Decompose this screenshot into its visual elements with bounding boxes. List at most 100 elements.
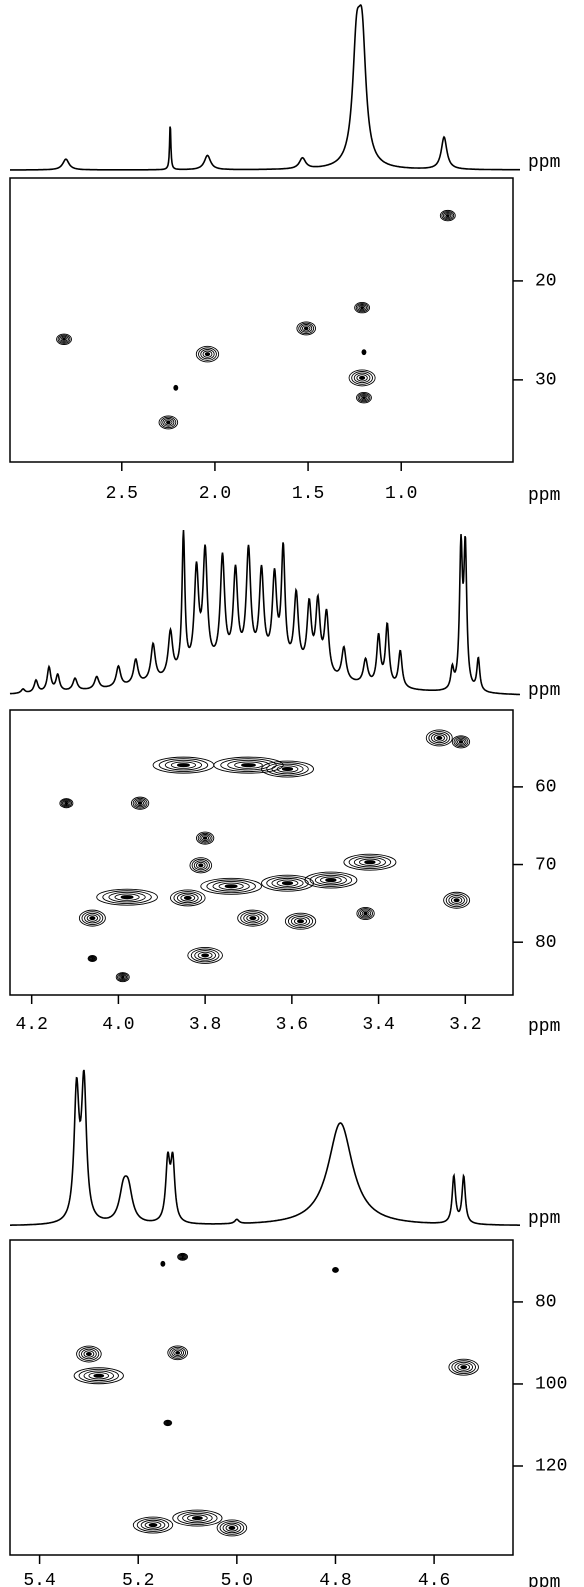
contour-ring	[353, 372, 371, 384]
contour-ring	[88, 1372, 110, 1380]
y-tick-label: 30	[535, 371, 557, 391]
contour-ring	[197, 832, 213, 844]
cross-peak	[213, 756, 284, 774]
x-tick-label: 3.4	[362, 1015, 394, 1035]
contour-ring	[359, 909, 372, 918]
contour-ring	[187, 1514, 208, 1522]
contour-ring	[436, 735, 443, 741]
contour-ring	[343, 853, 397, 871]
contour-ring	[442, 212, 453, 220]
cross-peak	[76, 1345, 102, 1363]
contour-ring	[199, 834, 211, 843]
contour-ring	[59, 335, 69, 343]
contour-ring	[78, 1347, 100, 1361]
contour-ring	[433, 734, 445, 742]
contour-ring	[356, 374, 368, 382]
contour-ring	[198, 863, 204, 868]
contour-ring	[451, 735, 471, 749]
contour-ring	[120, 975, 125, 979]
contour-ring	[158, 415, 179, 430]
contour-ring	[287, 914, 314, 929]
contour-ring	[179, 1254, 187, 1260]
cross-peak	[173, 384, 179, 391]
contour-ring	[348, 369, 376, 387]
contour-ring	[60, 336, 68, 342]
contour-ring	[189, 857, 213, 874]
contour-ring	[174, 386, 177, 389]
cross-peak	[115, 972, 130, 983]
cross-peak	[356, 906, 375, 920]
cross-peak	[451, 735, 471, 749]
cross-peak	[216, 1519, 248, 1537]
contour-ring	[84, 912, 101, 924]
cross-peak	[356, 392, 372, 404]
x-axis-label: ppm	[528, 1017, 560, 1037]
contour-ring	[115, 972, 130, 983]
contour-ring	[294, 917, 308, 925]
contour-ring	[81, 1348, 97, 1360]
contour-ring	[354, 301, 371, 314]
contour-ring	[198, 347, 217, 361]
contour-ring	[162, 1262, 164, 1265]
x-tick-label: 5.0	[221, 1571, 253, 1587]
contour-ring	[96, 888, 158, 906]
contour-ring	[164, 1420, 171, 1426]
contour-ring	[201, 953, 210, 958]
contour-ring	[359, 375, 366, 380]
contour-ring	[89, 916, 96, 921]
contour-ring	[455, 737, 467, 746]
cross-peak	[167, 1345, 188, 1361]
contour-ring	[246, 914, 260, 922]
contour-ring	[445, 214, 450, 218]
contour-ring	[178, 1253, 187, 1261]
contour-ring	[169, 1346, 187, 1359]
contour-ring	[130, 796, 150, 810]
contour-ring	[201, 835, 210, 842]
contour-ring	[454, 1361, 474, 1373]
contour-ring	[78, 1368, 119, 1383]
contour-ring	[443, 891, 471, 909]
contour-ring	[357, 304, 368, 312]
contour-ring	[196, 861, 206, 869]
contour-ring	[266, 762, 309, 776]
cross-peak	[96, 888, 158, 906]
contour-ring	[120, 895, 134, 900]
contour-ring	[453, 736, 469, 748]
contour-ring	[90, 956, 95, 961]
contour-ring	[353, 856, 386, 868]
contour-ring	[425, 729, 453, 747]
contour-ring	[176, 763, 190, 768]
contour-ring	[166, 1421, 170, 1424]
cross-peak	[187, 946, 223, 964]
contour-ring	[237, 909, 269, 927]
contour-ring	[360, 395, 368, 401]
contour-ring	[172, 1509, 223, 1527]
contour-ring	[177, 1252, 188, 1261]
contour-ring	[213, 756, 284, 774]
contour-ring	[192, 1516, 203, 1521]
contour-ring	[290, 915, 311, 927]
contour-ring	[180, 894, 196, 902]
contour-ring	[450, 896, 463, 904]
spectrum	[9, 529, 520, 696]
x-tick-label: 1.5	[292, 484, 324, 504]
x-tick-label: 3.8	[189, 1015, 221, 1035]
contour-ring	[86, 914, 99, 922]
contour-ring	[87, 955, 98, 962]
contour-ring	[169, 889, 206, 907]
contour-ring	[362, 396, 366, 400]
contour-ring	[160, 416, 177, 429]
contour-ring	[359, 394, 369, 402]
cross-peak	[196, 831, 215, 845]
x-tick-label: 5.4	[23, 1571, 55, 1587]
spectrum	[10, 1069, 520, 1226]
contour-ring	[60, 799, 73, 808]
cross-peak	[177, 1252, 188, 1261]
contour-ring	[164, 1420, 172, 1426]
contour-ring	[191, 858, 210, 872]
contour-ring	[216, 1519, 248, 1537]
contour-ring	[119, 974, 126, 980]
x-tick-label: 2.0	[199, 484, 231, 504]
contour-ring	[227, 759, 270, 771]
contour-ring	[173, 1349, 183, 1357]
